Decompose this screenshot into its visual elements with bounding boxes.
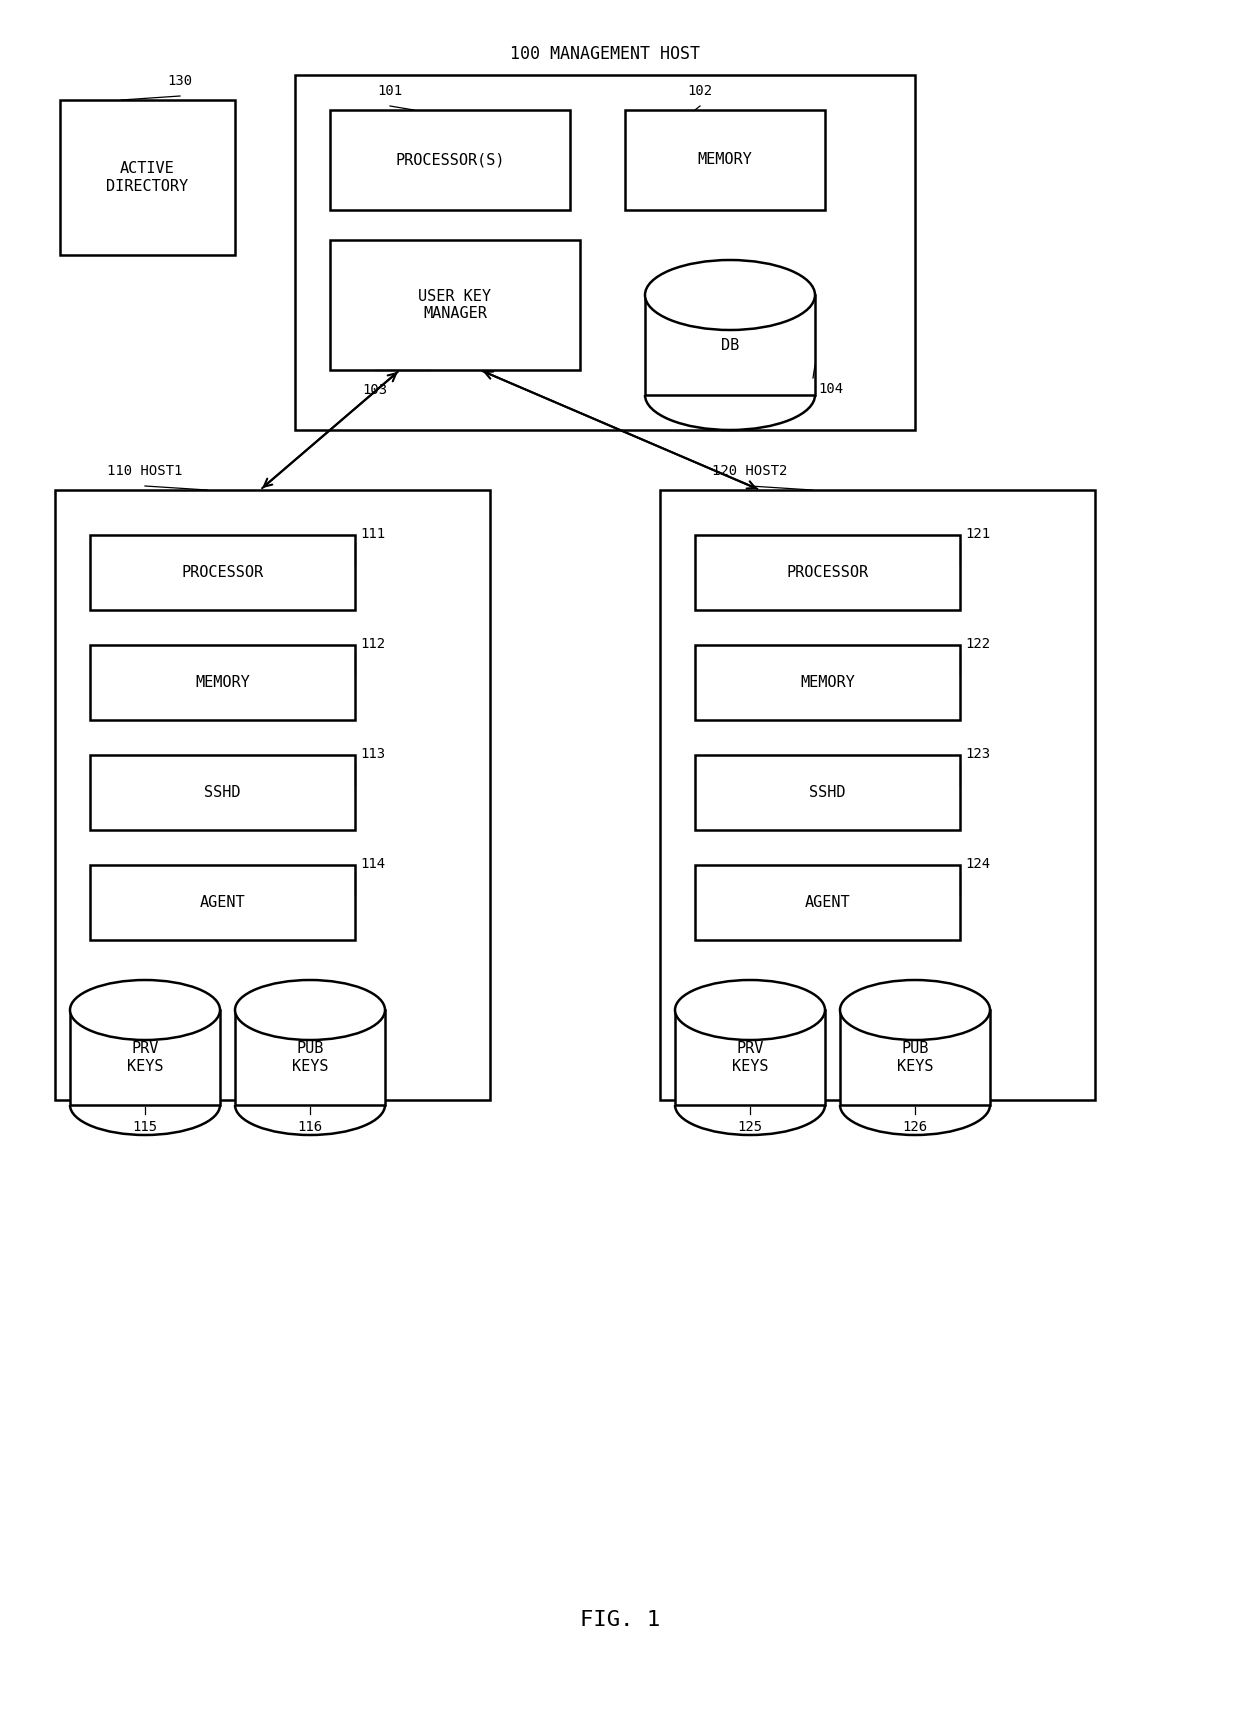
Text: MEMORY: MEMORY — [195, 675, 250, 690]
Bar — [91, 534, 355, 610]
Bar — [625, 110, 825, 211]
Ellipse shape — [69, 980, 219, 1040]
Bar — [675, 1011, 825, 1105]
Text: 103: 103 — [362, 384, 388, 397]
Text: AGENT: AGENT — [805, 894, 851, 910]
Text: MEMORY: MEMORY — [698, 152, 753, 168]
Text: 110 HOST1: 110 HOST1 — [108, 464, 182, 478]
Text: 130: 130 — [167, 74, 192, 87]
Text: 115: 115 — [133, 1120, 157, 1134]
Text: 123: 123 — [965, 747, 990, 761]
Text: 112: 112 — [360, 637, 386, 651]
Text: 125: 125 — [738, 1120, 763, 1134]
Bar — [91, 755, 355, 831]
Bar — [694, 534, 960, 610]
Bar — [55, 490, 490, 1100]
Bar — [694, 646, 960, 719]
Text: 120 HOST2: 120 HOST2 — [712, 464, 787, 478]
Text: PUB
KEYS: PUB KEYS — [291, 1042, 329, 1074]
Text: SSHD: SSHD — [205, 785, 241, 800]
Text: 116: 116 — [298, 1120, 322, 1134]
Bar — [295, 75, 915, 430]
Text: 124: 124 — [965, 856, 990, 870]
Text: 113: 113 — [360, 747, 386, 761]
Ellipse shape — [839, 980, 990, 1040]
Text: PUB
KEYS: PUB KEYS — [897, 1042, 934, 1074]
Text: PRV
KEYS: PRV KEYS — [126, 1042, 164, 1074]
Bar — [91, 865, 355, 940]
Bar — [236, 1011, 384, 1105]
Ellipse shape — [645, 260, 815, 331]
Bar — [330, 240, 580, 370]
Text: PROCESSOR: PROCESSOR — [181, 565, 264, 581]
Text: PROCESSOR: PROCESSOR — [786, 565, 868, 581]
Text: 111: 111 — [360, 528, 386, 541]
Bar — [69, 1011, 219, 1105]
Bar — [839, 1011, 990, 1105]
Text: 126: 126 — [903, 1120, 928, 1134]
Text: ACTIVE
DIRECTORY: ACTIVE DIRECTORY — [107, 161, 188, 194]
Text: PROCESSOR(S): PROCESSOR(S) — [396, 152, 505, 168]
Bar — [330, 110, 570, 211]
Text: 102: 102 — [687, 84, 713, 98]
Text: 101: 101 — [377, 84, 403, 98]
Text: PRV
KEYS: PRV KEYS — [732, 1042, 769, 1074]
Text: USER KEY
MANAGER: USER KEY MANAGER — [419, 289, 491, 322]
Text: MEMORY: MEMORY — [800, 675, 854, 690]
Bar — [694, 755, 960, 831]
Bar — [694, 865, 960, 940]
Text: DB: DB — [720, 337, 739, 353]
Text: 104: 104 — [818, 382, 843, 396]
Text: AGENT: AGENT — [200, 894, 246, 910]
Text: SSHD: SSHD — [810, 785, 846, 800]
Text: FIG. 1: FIG. 1 — [580, 1610, 660, 1631]
Ellipse shape — [675, 980, 825, 1040]
Text: 122: 122 — [965, 637, 990, 651]
Text: 100 MANAGEMENT HOST: 100 MANAGEMENT HOST — [510, 45, 701, 63]
Text: 121: 121 — [965, 528, 990, 541]
Bar — [645, 295, 815, 396]
Bar — [60, 99, 236, 255]
Text: 114: 114 — [360, 856, 386, 870]
Bar — [91, 646, 355, 719]
Ellipse shape — [236, 980, 384, 1040]
Bar — [660, 490, 1095, 1100]
